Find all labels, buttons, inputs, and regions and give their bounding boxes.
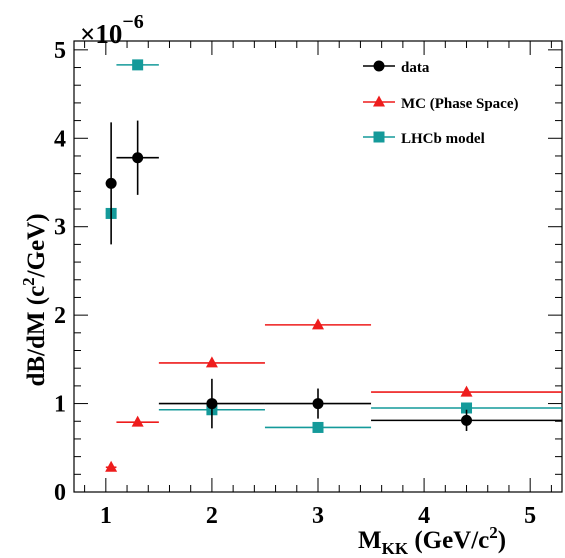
legend-entry: MC (Phase Space) [363,95,518,112]
legend-square-marker [373,131,385,143]
square-marker [461,402,473,414]
x-tick-label: 4 [418,503,430,529]
circle-marker [206,398,218,410]
legend-label: MC (Phase Space) [401,96,518,112]
series-data [105,120,562,431]
triangle-marker [131,415,144,427]
circle-marker [105,177,117,189]
series-mc-phase-space [105,318,562,472]
y-tick-label: 0 [54,480,66,506]
triangle-marker [105,460,118,472]
circle-marker [312,398,324,410]
legend-label: data [401,60,430,76]
series-lhcb-model [105,59,562,433]
square-marker [312,421,324,433]
legend-label: LHCb model [401,131,485,147]
circle-marker [132,152,144,164]
y-tick-label: 4 [54,126,66,152]
y-tick-label: 3 [54,215,66,241]
triangle-marker [205,356,218,368]
y-tick-label: 5 [54,38,66,64]
legend-triangle-marker [373,95,385,107]
x-tick-label: 5 [524,503,536,529]
triangle-marker [312,318,324,330]
y-axis-multiplier: ×10−6 [80,11,144,49]
y-axis-title: dB/dM (c2/GeV) [19,213,50,386]
legend-circle-marker [373,60,385,72]
triangle-marker [460,385,473,397]
x-tick-label: 1 [100,503,112,529]
circle-marker [461,414,473,426]
x-tick-label: 2 [206,503,218,529]
y-tick-label: 2 [54,303,66,329]
square-marker [132,59,144,71]
x-axis-title: MKK (GeV/c2) [358,523,506,558]
y-tick-label: 1 [54,392,66,418]
x-tick-label: 3 [312,503,324,529]
legend-entry: LHCb model [363,131,485,147]
legend-entry: data [363,60,430,76]
